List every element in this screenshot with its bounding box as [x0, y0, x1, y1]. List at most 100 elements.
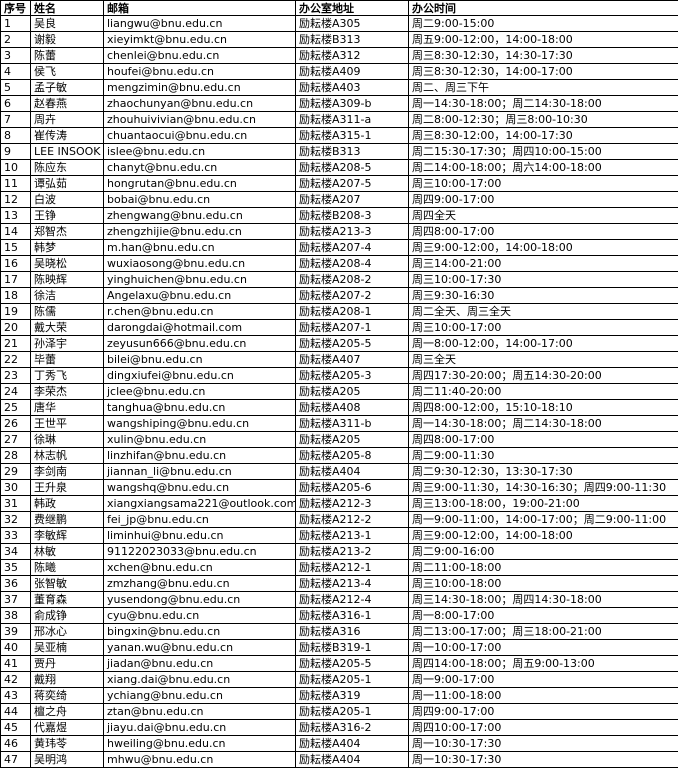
- cell-index: 37: [1, 592, 31, 608]
- cell-name: 毕蕾: [31, 352, 104, 368]
- cell-email: hweiling@bnu.edu.cn: [104, 736, 296, 752]
- table-header-row: 序号 姓名 邮箱 办公室地址 办公时间: [1, 1, 678, 16]
- cell-name: 李敏辉: [31, 528, 104, 544]
- cell-name: 代嘉煜: [31, 720, 104, 736]
- cell-name: 俞成铮: [31, 608, 104, 624]
- cell-address: 励耘楼A212-3: [296, 496, 409, 512]
- cell-address: 励耘楼A212-4: [296, 592, 409, 608]
- cell-email: linzhifan@bnu.edu.cn: [104, 448, 296, 464]
- cell-email: houfei@bnu.edu.cn: [104, 64, 296, 80]
- cell-email: wangshiping@bnu.edu.cn: [104, 416, 296, 432]
- cell-email: bingxin@bnu.edu.cn: [104, 624, 296, 640]
- cell-address: 励耘楼A208-5: [296, 160, 409, 176]
- cell-address: 励耘楼A213-3: [296, 224, 409, 240]
- cell-index: 33: [1, 528, 31, 544]
- cell-name: 吴亚楠: [31, 640, 104, 656]
- cell-name: 唐华: [31, 400, 104, 416]
- cell-hours: 周二15:30-17:30；周四10:00-15:00: [409, 144, 678, 160]
- cell-address: 励耘楼A205: [296, 384, 409, 400]
- cell-name: 陈应东: [31, 160, 104, 176]
- cell-email: bobai@bnu.edu.cn: [104, 192, 296, 208]
- cell-name: 赵春燕: [31, 96, 104, 112]
- cell-hours: 周四8:00-17:00: [409, 432, 678, 448]
- cell-name: 戴翔: [31, 672, 104, 688]
- column-header-address: 办公室地址: [296, 1, 409, 16]
- cell-index: 40: [1, 640, 31, 656]
- cell-index: 2: [1, 32, 31, 48]
- cell-email: hongrutan@bnu.edu.cn: [104, 176, 296, 192]
- cell-name: 孟子敏: [31, 80, 104, 96]
- cell-hours: 周三8:30-12:30，14:00-17:00: [409, 64, 678, 80]
- cell-address: 励耘楼A407: [296, 352, 409, 368]
- cell-name: 戴大荣: [31, 320, 104, 336]
- cell-index: 16: [1, 256, 31, 272]
- cell-email: mhwu@bnu.edu.cn: [104, 752, 296, 768]
- cell-email: xchen@bnu.edu.cn: [104, 560, 296, 576]
- cell-address: 励耘楼A311-a: [296, 112, 409, 128]
- cell-hours: 周二9:00-16:00: [409, 544, 678, 560]
- cell-index: 20: [1, 320, 31, 336]
- cell-email: wangshq@bnu.edu.cn: [104, 480, 296, 496]
- cell-address: 励耘楼A213-1: [296, 528, 409, 544]
- cell-name: LEE INSOOK: [31, 144, 104, 160]
- cell-index: 43: [1, 688, 31, 704]
- cell-name: 蒋奕绮: [31, 688, 104, 704]
- table-header: 序号 姓名 邮箱 办公室地址 办公时间: [1, 1, 678, 16]
- cell-name: 谭弘茹: [31, 176, 104, 192]
- cell-email: jiannan_li@bnu.edu.cn: [104, 464, 296, 480]
- cell-name: 黄玮苓: [31, 736, 104, 752]
- cell-index: 17: [1, 272, 31, 288]
- column-header-email: 邮箱: [104, 1, 296, 16]
- cell-hours: 周二14:00-18:00；周六14:00-18:00: [409, 160, 678, 176]
- cell-name: 檀之舟: [31, 704, 104, 720]
- cell-email: zhouhuivivian@bnu.edu.cn: [104, 112, 296, 128]
- cell-email: ztan@bnu.edu.cn: [104, 704, 296, 720]
- cell-address: 励耘楼A312: [296, 48, 409, 64]
- cell-hours: 周一14:30-18:00；周二14:30-18:00: [409, 416, 678, 432]
- cell-name: 陈蕾: [31, 48, 104, 64]
- cell-name: 陈映辉: [31, 272, 104, 288]
- cell-index: 25: [1, 400, 31, 416]
- cell-hours: 周二9:00-15:00: [409, 16, 678, 32]
- cell-name: 吴明鸿: [31, 752, 104, 768]
- cell-address: 励耘楼B313: [296, 32, 409, 48]
- cell-index: 24: [1, 384, 31, 400]
- cell-address: 励耘楼A316-1: [296, 608, 409, 624]
- cell-name: 崔传涛: [31, 128, 104, 144]
- cell-hours: 周一8:00-17:00: [409, 608, 678, 624]
- cell-address: 励耘楼A208-1: [296, 304, 409, 320]
- cell-hours: 周三13:00-18:00，19:00-21:00: [409, 496, 678, 512]
- cell-hours: 周四全天: [409, 208, 678, 224]
- cell-address: 励耘楼A205-5: [296, 656, 409, 672]
- cell-address: 励耘楼B319-1: [296, 640, 409, 656]
- cell-index: 18: [1, 288, 31, 304]
- cell-name: 张智敏: [31, 576, 104, 592]
- cell-hours: 周三9:00-11:30，14:30-16:30；周四9:00-11:30: [409, 480, 678, 496]
- cell-hours: 周四10:00-17:00: [409, 720, 678, 736]
- cell-email: yinghuichen@bnu.edu.cn: [104, 272, 296, 288]
- cell-address: 励耘楼A205-5: [296, 336, 409, 352]
- cell-name: 侯飞: [31, 64, 104, 80]
- cell-address: 励耘楼A311-b: [296, 416, 409, 432]
- cell-email: yanan.wu@bnu.edu.cn: [104, 640, 296, 656]
- cell-index: 21: [1, 336, 31, 352]
- cell-address: 励耘楼A207: [296, 192, 409, 208]
- cell-name: 周卉: [31, 112, 104, 128]
- cell-address: 励耘楼A205: [296, 432, 409, 448]
- cell-email: xulin@bnu.edu.cn: [104, 432, 296, 448]
- cell-index: 26: [1, 416, 31, 432]
- cell-name: 丁秀飞: [31, 368, 104, 384]
